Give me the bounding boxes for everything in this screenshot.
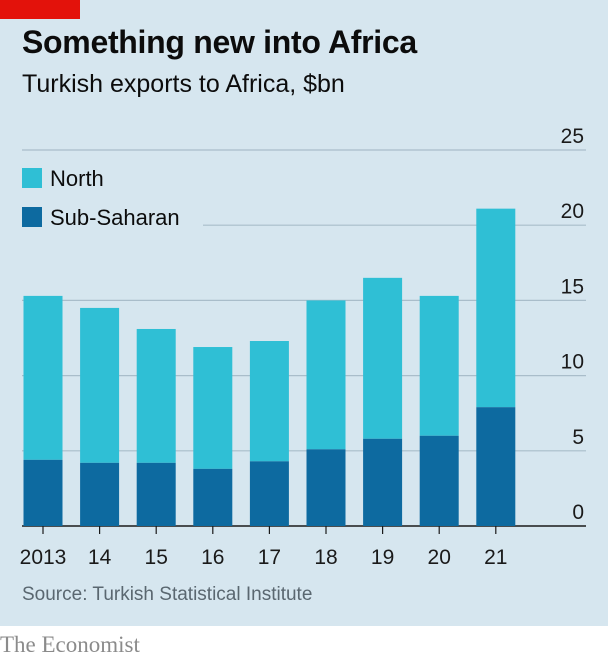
y-tick-labels: 0 5 10 15 20 25 [561, 125, 584, 524]
chart-title: Something new into Africa [22, 24, 417, 60]
y-tick-label: 20 [561, 200, 584, 223]
y-tick-label: 15 [561, 275, 584, 298]
x-tick-label: 21 [484, 546, 507, 569]
bar-sub-saharan [363, 438, 403, 526]
legend-label: North [50, 166, 104, 191]
bar-north [306, 300, 346, 450]
x-tick-label: 16 [201, 546, 224, 569]
stacked-bar-chart: 0 5 10 15 20 25 2013 14 15 16 17 18 19 20 21 North Sub… [20, 125, 586, 569]
legend-swatch [22, 168, 42, 188]
x-tick-label: 2013 [20, 546, 67, 569]
bar-north [23, 295, 63, 460]
source-note: Source: Turkish Statistical Institute [22, 584, 313, 605]
bar-sub-saharan [80, 462, 120, 526]
bar-sub-saharan [476, 407, 516, 526]
bar-north [136, 328, 176, 463]
bar-north [476, 208, 516, 408]
bar-sub-saharan [249, 461, 289, 526]
brand-accent-tag [0, 0, 80, 19]
y-tick-label: 5 [572, 426, 584, 449]
bar-north [419, 295, 459, 436]
bar-north [80, 307, 120, 463]
bar-north [363, 277, 403, 439]
y-tick-label: 25 [561, 125, 584, 148]
y-tick-label: 0 [572, 501, 584, 524]
publisher-logo: The Economist [0, 632, 140, 657]
x-tick-labels: 2013 14 15 16 17 18 19 20 21 [20, 526, 507, 569]
y-tick-label: 10 [561, 351, 584, 374]
x-tick-label: 14 [88, 546, 112, 569]
x-tick-label: 18 [314, 546, 337, 569]
x-tick-label: 15 [145, 546, 168, 569]
legend-swatch [22, 207, 42, 227]
bar-sub-saharan [419, 435, 459, 526]
bar-sub-saharan [193, 468, 233, 526]
bar-sub-saharan [306, 449, 346, 526]
bars [23, 208, 516, 526]
chart-subtitle: Turkish exports to Africa, $bn [22, 70, 345, 98]
legend: North Sub-Saharan [22, 166, 180, 230]
legend-label: Sub-Saharan [50, 205, 180, 230]
bar-sub-saharan [23, 459, 63, 526]
bar-sub-saharan [136, 462, 176, 526]
x-tick-label: 17 [258, 546, 281, 569]
x-tick-label: 20 [428, 546, 451, 569]
bar-north [193, 347, 233, 469]
bar-north [249, 341, 289, 462]
x-tick-label: 19 [371, 546, 394, 569]
